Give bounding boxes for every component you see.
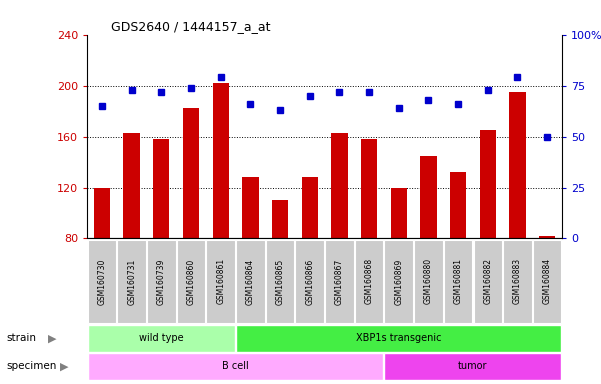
Bar: [236, 240, 264, 323]
Bar: [266, 240, 294, 323]
Bar: [302, 177, 318, 238]
Text: GSM160730: GSM160730: [97, 258, 106, 305]
Bar: [242, 177, 258, 238]
Bar: [533, 240, 561, 323]
Bar: [420, 156, 436, 238]
Text: GSM160864: GSM160864: [246, 258, 255, 305]
Bar: [385, 240, 413, 323]
Bar: [444, 240, 472, 323]
Text: GSM160866: GSM160866: [305, 258, 314, 305]
Text: GSM160884: GSM160884: [543, 258, 552, 305]
Text: GSM160868: GSM160868: [365, 258, 374, 305]
Bar: [450, 172, 466, 238]
Bar: [117, 240, 146, 323]
Text: ▶: ▶: [60, 361, 69, 371]
Bar: [503, 240, 532, 323]
Bar: [539, 236, 555, 238]
Bar: [361, 139, 377, 238]
Bar: [147, 240, 175, 323]
Text: GSM160739: GSM160739: [157, 258, 166, 305]
Bar: [331, 133, 347, 238]
Bar: [206, 240, 235, 323]
Text: strain: strain: [6, 333, 36, 343]
Bar: [325, 240, 353, 323]
Bar: [88, 353, 383, 380]
Text: GSM160861: GSM160861: [216, 258, 225, 305]
Bar: [94, 187, 110, 238]
Bar: [391, 187, 407, 238]
Bar: [123, 133, 140, 238]
Text: GSM160883: GSM160883: [513, 258, 522, 305]
Bar: [236, 325, 561, 352]
Bar: [296, 240, 324, 323]
Bar: [414, 240, 443, 323]
Bar: [177, 240, 206, 323]
Text: GSM160869: GSM160869: [394, 258, 403, 305]
Bar: [153, 139, 169, 238]
Text: specimen: specimen: [6, 361, 56, 371]
Text: XBP1s transgenic: XBP1s transgenic: [356, 333, 442, 343]
Bar: [88, 240, 116, 323]
Text: ▶: ▶: [48, 333, 56, 343]
Text: GSM160860: GSM160860: [186, 258, 195, 305]
Bar: [355, 240, 383, 323]
Text: GSM160867: GSM160867: [335, 258, 344, 305]
Text: GSM160865: GSM160865: [275, 258, 284, 305]
Text: GSM160881: GSM160881: [454, 258, 463, 305]
Text: tumor: tumor: [458, 361, 487, 371]
Text: GDS2640 / 1444157_a_at: GDS2640 / 1444157_a_at: [111, 20, 270, 33]
Bar: [385, 353, 561, 380]
Text: wild type: wild type: [139, 333, 184, 343]
Text: GSM160731: GSM160731: [127, 258, 136, 305]
Text: GSM160880: GSM160880: [424, 258, 433, 305]
Bar: [213, 83, 229, 238]
Bar: [474, 240, 502, 323]
Bar: [509, 92, 526, 238]
Bar: [183, 109, 199, 238]
Text: GSM160882: GSM160882: [483, 258, 492, 305]
Bar: [88, 325, 235, 352]
Bar: [480, 130, 496, 238]
Text: B cell: B cell: [222, 361, 249, 371]
Bar: [272, 200, 288, 238]
